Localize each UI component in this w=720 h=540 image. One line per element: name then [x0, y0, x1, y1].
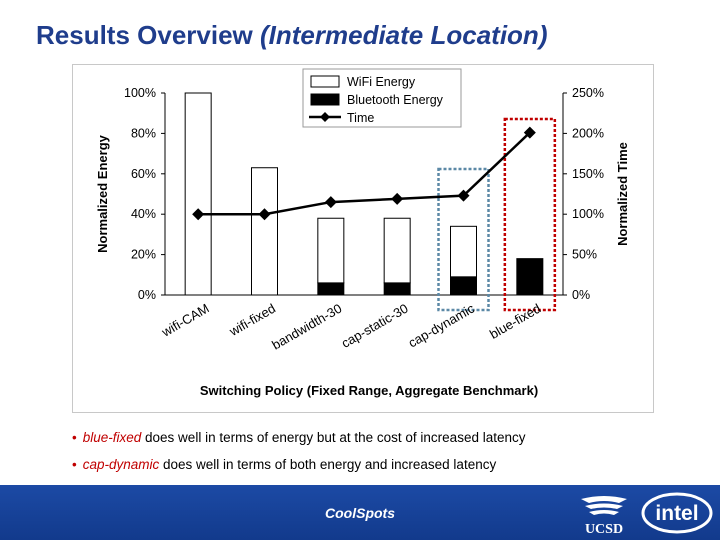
- chart: 0% 20% 40% 60% 80% 100% 0% 50% 100% 150% 200% 250% w…: [95, 68, 630, 398]
- point-time: [391, 192, 404, 205]
- y2-tick-label: 100%: [572, 207, 604, 221]
- bullet-text: does well in terms of both energy and in…: [159, 457, 497, 472]
- legend-swatch-bluetooth-energy: [310, 93, 340, 106]
- bar-bluetooth-energy: [450, 276, 477, 296]
- y2-axis-title: Normalized Time: [615, 142, 630, 246]
- footer-bar: CoolSpots UCSD intel: [0, 485, 720, 540]
- title-main: Results Overview: [36, 20, 260, 50]
- series-line-time: [198, 131, 531, 216]
- intel-logo-text: intel: [655, 502, 698, 525]
- y-tick-label: 80%: [131, 126, 156, 140]
- bar-wifi-energy: [317, 217, 345, 284]
- legend-label-time: Time: [347, 111, 374, 125]
- y2-tick-label: 200%: [572, 126, 604, 140]
- point-time: [457, 189, 470, 202]
- highlight-box: [503, 117, 557, 312]
- bullet-emphasis: blue-fixed: [82, 430, 142, 445]
- bullet-item: • blue-fixed does well in terms of energy…: [72, 430, 712, 445]
- bullet-text: does well in terms of energy but at the …: [141, 430, 526, 445]
- x-tick-label: bandwidth-30: [269, 301, 344, 353]
- y2-tick-label: 0%: [572, 288, 590, 302]
- bar-wifi-energy: [251, 167, 278, 296]
- highlight-box: [437, 167, 490, 312]
- point-time: [523, 126, 536, 139]
- y-tick-label: 20%: [131, 248, 156, 262]
- y-tick-label: 40%: [131, 207, 156, 221]
- bar-wifi-energy: [450, 225, 477, 278]
- x-axis-title: Switching Policy (Fixed Range, Aggregate…: [200, 383, 538, 398]
- footer-title: CoolSpots: [325, 505, 395, 521]
- legend-swatch-wifi-energy: [310, 75, 340, 88]
- bar-bluetooth-energy: [317, 282, 345, 296]
- point-time: [324, 196, 337, 209]
- point-time: [192, 208, 205, 221]
- x-tick-label: cap-dynamic: [406, 300, 478, 350]
- y-tick-label: 60%: [131, 167, 156, 181]
- bullet-item: • cap-dynamic does well in terms of both …: [72, 457, 712, 472]
- bar-bluetooth-energy: [383, 282, 411, 296]
- legend-swatch-time-marker: [320, 112, 330, 122]
- y-axis-title: Normalized Energy: [95, 134, 110, 253]
- bullet-list: • blue-fixed does well in terms of energy…: [72, 430, 712, 484]
- y-tick-label: 0%: [138, 288, 156, 302]
- y-tick-label: 100%: [124, 86, 156, 100]
- bullet-emphasis: cap-dynamic: [82, 457, 160, 472]
- ucsd-logo: UCSD: [581, 496, 627, 537]
- x-tick-label: blue-fixed: [487, 301, 543, 342]
- x-tick-label: cap-static-30: [339, 301, 411, 351]
- x-tick-label: wifi-fixed: [226, 301, 278, 340]
- bar-wifi-energy: [184, 92, 212, 296]
- intel-logo: intel: [641, 492, 713, 534]
- y2-tick-label: 150%: [572, 167, 604, 181]
- bullet-dot: •: [72, 430, 77, 445]
- bar-wifi-energy: [383, 217, 411, 284]
- point-time: [258, 208, 271, 221]
- bar-bluetooth-energy: [516, 258, 544, 296]
- ucsd-logo-text: UCSD: [585, 522, 623, 537]
- slide-title: Results Overview (Intermediate Location): [36, 20, 547, 51]
- legend-label-wifi-energy: WiFi Energy: [347, 75, 416, 89]
- title-emphasis: (Intermediate Location): [260, 20, 548, 50]
- chart-frame: 0% 20% 40% 60% 80% 100% 0% 50% 100% 150% 200% 250% w…: [72, 64, 654, 413]
- bullet-dot: •: [72, 457, 77, 472]
- y2-tick-label: 50%: [572, 248, 597, 262]
- x-tick-label: wifi-CAM: [158, 301, 211, 340]
- y2-tick-label: 250%: [572, 86, 604, 100]
- legend-label-bluetooth-energy: Bluetooth Energy: [347, 93, 444, 107]
